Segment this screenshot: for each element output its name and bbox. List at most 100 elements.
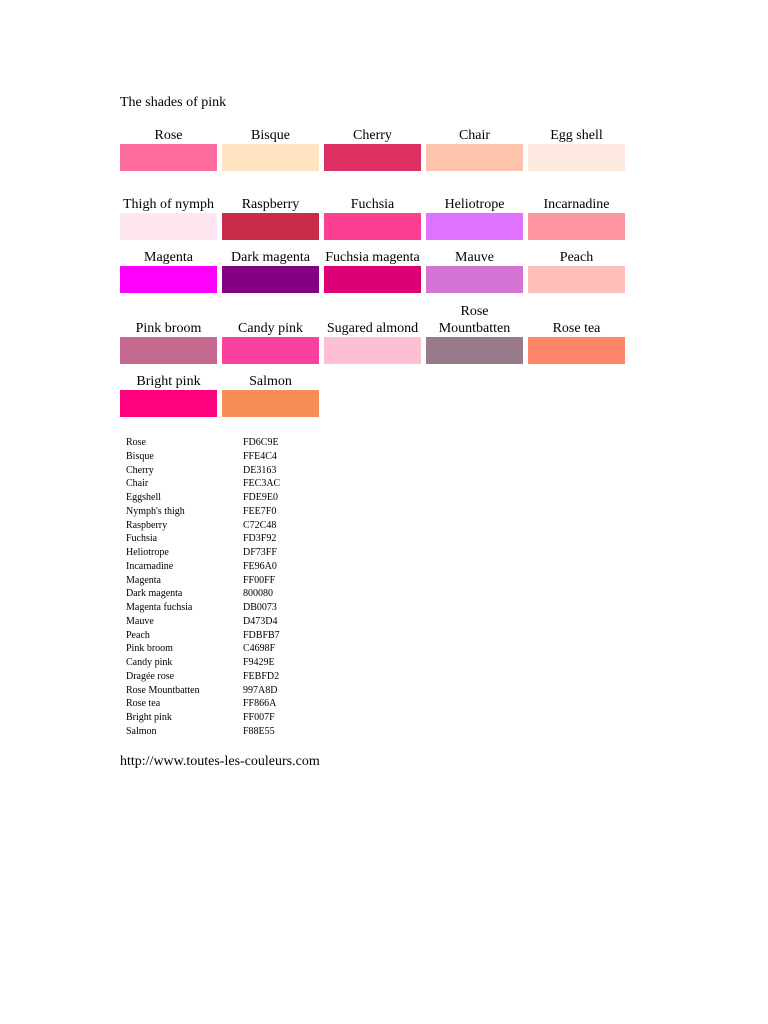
color-swatch [426, 144, 523, 171]
hex-row: Cherry DE3163 [126, 464, 280, 478]
hex-row: Incarnadine FE96A0 [126, 560, 280, 574]
hex-color-code: FD3F92 [243, 533, 277, 545]
hex-row: Raspberry C72C48 [126, 519, 280, 533]
source-url: http://www.toutes-les-couleurs.com [120, 754, 320, 769]
color-cell: Pink broom [120, 295, 217, 364]
hex-row: Mauve D473D4 [126, 615, 280, 629]
hex-row: Heliotrope DF73FF [126, 546, 280, 560]
color-swatch [222, 337, 319, 364]
swatch-row: Thigh of nymph Raspberry Fuchsia Heliotrope… [120, 175, 630, 240]
hex-color-name: Incarnadine [126, 560, 174, 572]
hex-color-code: FFE4C4 [243, 450, 277, 462]
color-name-label: Bisque [251, 128, 290, 143]
color-cell: Magenta [120, 248, 217, 293]
page-title: The shades of pink [120, 95, 227, 110]
color-swatch [222, 266, 319, 293]
color-swatch [528, 266, 625, 293]
color-cell: Rose [120, 122, 217, 171]
color-swatch [426, 213, 523, 240]
color-name-label: Sugared almond [326, 321, 419, 336]
hex-color-code: D473D4 [243, 615, 278, 627]
hex-row: Rose FD6C9E [126, 436, 280, 450]
hex-color-code: DE3163 [243, 464, 277, 476]
color-name-label: Raspberry [241, 197, 300, 212]
color-cell: Candy pink [222, 295, 319, 364]
hex-color-code: 800080 [243, 588, 273, 600]
color-cell: Incarnadine [528, 175, 625, 240]
color-cell: Sugared almond [324, 295, 421, 364]
hex-row: Bright pink FF007F [126, 711, 280, 725]
hex-color-name: Salmon [126, 725, 157, 737]
hex-color-code: FEBFD2 [243, 670, 280, 682]
color-swatch [120, 390, 217, 417]
hex-color-name: Magenta fuchsia [126, 602, 193, 613]
color-name-label: Fuchsia magenta [325, 250, 420, 265]
hex-color-code: DF73FF [243, 547, 277, 558]
hex-color-name: Magenta [126, 574, 161, 586]
hex-color-name: Nymph's thigh [126, 505, 185, 517]
hex-row: Chair FEC3AC [126, 477, 280, 491]
hex-color-name: Rose [126, 437, 146, 448]
color-name-label: Heliotrope [444, 197, 505, 212]
hex-color-code: FD6C9E [243, 437, 279, 448]
hex-row: Rose tea FF866A [126, 697, 280, 711]
color-swatch [120, 213, 217, 240]
hex-row: Pink broom C4698F [126, 642, 280, 656]
color-name-label: Rose tea [552, 321, 601, 336]
color-cell: Raspberry [222, 175, 319, 240]
swatch-row: Rose Bisque Cherry Chair Egg shell [120, 122, 630, 171]
color-swatch [120, 144, 217, 171]
hex-color-code: FEE7F0 [243, 505, 277, 517]
color-swatch [222, 144, 319, 171]
color-name-label: Bright pink [136, 374, 201, 389]
color-name-label: Salmon [249, 374, 292, 389]
color-swatch [324, 337, 421, 364]
hex-color-code: F88E55 [243, 725, 275, 737]
color-swatch [120, 337, 217, 364]
color-cell: Rose tea [528, 295, 625, 364]
hex-color-code: FF866A [243, 698, 277, 710]
hex-color-name: Eggshell [126, 492, 161, 503]
color-swatch [120, 266, 217, 293]
color-name-label: Pink broom [135, 321, 202, 336]
color-cell: Mauve [426, 248, 523, 293]
hex-color-code: FDBFB7 [243, 629, 280, 641]
color-name-label: Rose [154, 128, 183, 143]
color-swatch [222, 390, 319, 417]
color-cell: Egg shell [528, 122, 625, 171]
hex-row: Candy pink F9429E [126, 656, 280, 670]
color-name-label: Mauve [455, 250, 494, 265]
color-swatch [324, 144, 421, 171]
color-cell: Fuchsia [324, 175, 421, 240]
hex-color-name: Peach [126, 629, 150, 641]
color-swatch [528, 144, 625, 171]
hex-color-code: FDE9E0 [243, 492, 278, 503]
hex-color-name: Cherry [126, 464, 154, 476]
color-cell: Cherry [324, 122, 421, 171]
color-cell: Thigh of nymph [120, 175, 217, 240]
color-cell: Bright pink [120, 368, 217, 417]
hex-color-name: Dark magenta [126, 588, 183, 600]
color-swatch [324, 266, 421, 293]
color-name-label: Rose Mountbatten [438, 304, 511, 336]
color-swatch [426, 266, 523, 293]
color-cell: Fuchsia magenta [324, 248, 421, 293]
hex-row: Dragée rose FEBFD2 [126, 670, 280, 684]
hex-row: Nymph's thigh FEE7F0 [126, 505, 280, 519]
hex-color-name: Rose tea [126, 698, 161, 710]
hex-color-name: Dragée rose [126, 670, 175, 682]
hex-color-name: Raspberry [126, 519, 168, 531]
color-cell: Bisque [222, 122, 319, 171]
color-name-label: Fuchsia [350, 197, 395, 212]
color-name-label: Cherry [353, 128, 392, 143]
color-name-label: Egg shell [550, 128, 603, 143]
color-swatch [324, 213, 421, 240]
hex-color-name: Rose Mountbatten [126, 684, 200, 696]
color-cell: Chair [426, 122, 523, 171]
hex-row: Rose Mountbatten 997A8D [126, 684, 280, 698]
hex-color-name: Pink broom [126, 643, 173, 655]
hex-color-code: DB0073 [243, 602, 277, 613]
swatch-grid: Rose Bisque Cherry Chair Egg shell Thigh of n… [120, 122, 630, 417]
hex-row: Magenta fuchsia DB0073 [126, 601, 280, 615]
hex-row: Salmon F88E55 [126, 725, 280, 739]
